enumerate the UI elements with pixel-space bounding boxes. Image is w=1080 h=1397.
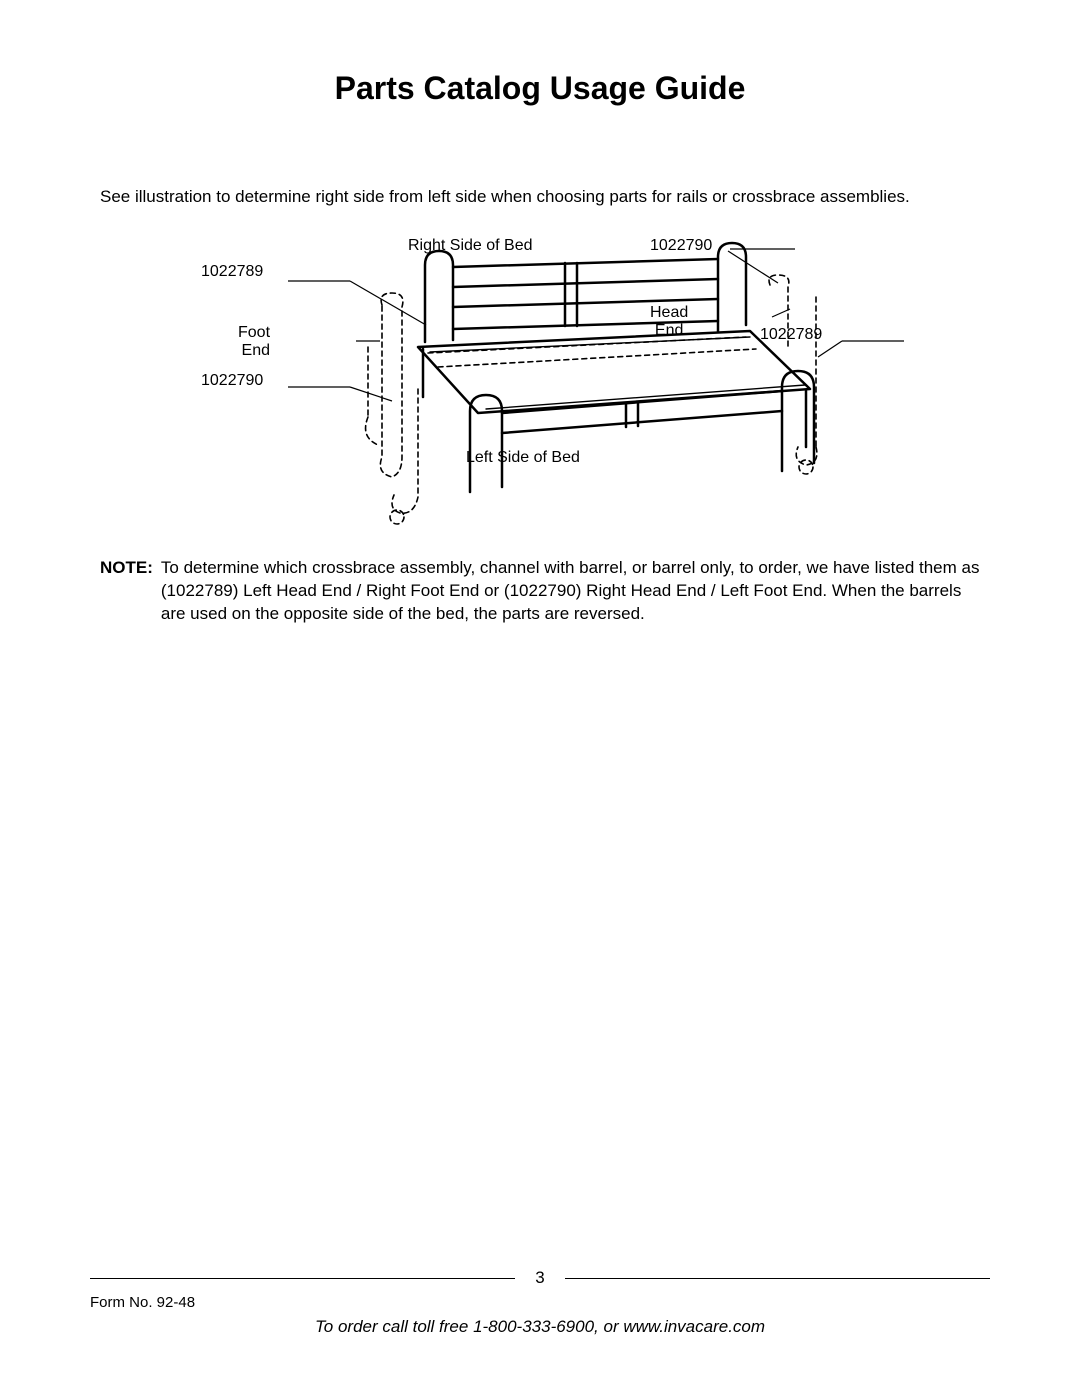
page-footer: 3 Form No. 92-48 To order call toll free… — [90, 1268, 990, 1337]
label-head-end: Head End — [650, 304, 688, 339]
label-pn-top-right: 1022790 — [650, 237, 712, 255]
intro-text: See illustration to determine right side… — [90, 187, 990, 207]
label-left-side: Left Side of Bed — [466, 449, 580, 467]
label-pn-top-left: 1022789 — [201, 263, 263, 281]
bed-svg — [170, 237, 910, 537]
form-number: Form No. 92-48 — [90, 1294, 990, 1311]
page-title: Parts Catalog Usage Guide — [90, 70, 990, 107]
label-pn-far-right: 1022789 — [760, 326, 822, 344]
rule-right — [565, 1278, 990, 1279]
page-number-row: 3 — [90, 1268, 990, 1288]
note-block: NOTE: To determine which crossbrace asse… — [90, 557, 990, 626]
page-number: 3 — [535, 1268, 544, 1288]
label-foot-end: Foot End — [238, 324, 270, 359]
order-line: To order call toll free 1-800-333-6900, … — [90, 1317, 990, 1337]
label-right-side: Right Side of Bed — [408, 237, 533, 255]
bed-diagram: Right Side of Bed 1022790 1022789 Foot E… — [90, 237, 990, 537]
note-label: NOTE: — [100, 557, 153, 626]
label-pn-bottom-left: 1022790 — [201, 372, 263, 390]
rule-left — [90, 1278, 515, 1279]
note-text: To determine which crossbrace assembly, … — [161, 557, 990, 626]
